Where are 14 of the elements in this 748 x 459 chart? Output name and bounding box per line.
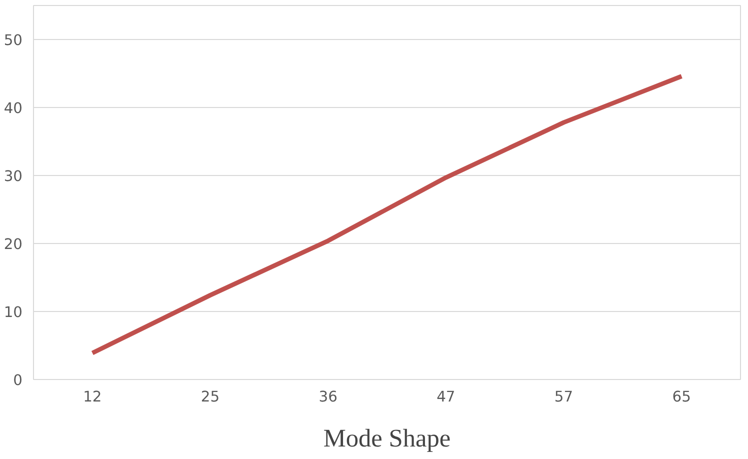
y-tick-label: 30 [4, 168, 23, 185]
x-tick-label: 12 [83, 388, 102, 406]
x-tick-label: 65 [672, 388, 691, 406]
y-tick-label: 0 [13, 372, 23, 389]
x-tick-label: 47 [436, 388, 456, 406]
x-tick-label: 57 [554, 388, 574, 406]
y-tick-label: 40 [4, 100, 23, 117]
y-tick-label: 10 [4, 304, 23, 321]
y-tick-label: 50 [4, 32, 23, 49]
x-tick-label: 36 [318, 388, 338, 406]
x-tick-label: 25 [200, 388, 220, 406]
y-tick-label: 20 [4, 236, 23, 253]
x-axis-title: Mode Shape [323, 424, 451, 452]
line-series [90, 74, 684, 356]
